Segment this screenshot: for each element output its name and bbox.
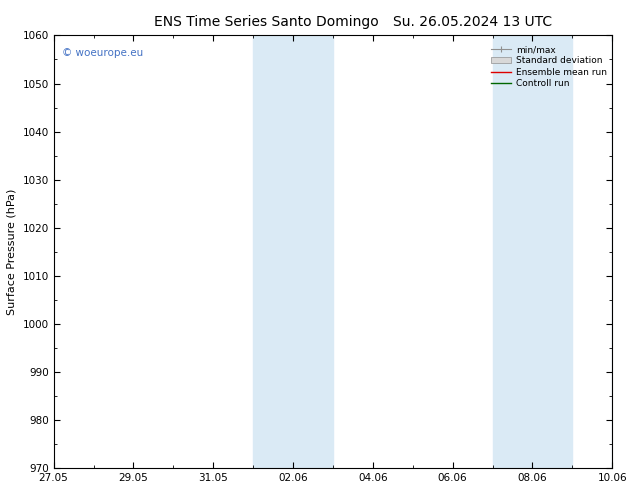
Text: © woeurope.eu: © woeurope.eu bbox=[62, 49, 143, 58]
Text: ENS Time Series Santo Domingo: ENS Time Series Santo Domingo bbox=[153, 15, 378, 29]
Text: Su. 26.05.2024 13 UTC: Su. 26.05.2024 13 UTC bbox=[393, 15, 552, 29]
Bar bbox=[612, 35, 634, 468]
Bar bbox=[253, 35, 333, 468]
Bar bbox=[493, 35, 573, 468]
Y-axis label: Surface Pressure (hPa): Surface Pressure (hPa) bbox=[7, 189, 17, 315]
Legend: min/max, Standard deviation, Ensemble mean run, Controll run: min/max, Standard deviation, Ensemble me… bbox=[489, 44, 609, 90]
